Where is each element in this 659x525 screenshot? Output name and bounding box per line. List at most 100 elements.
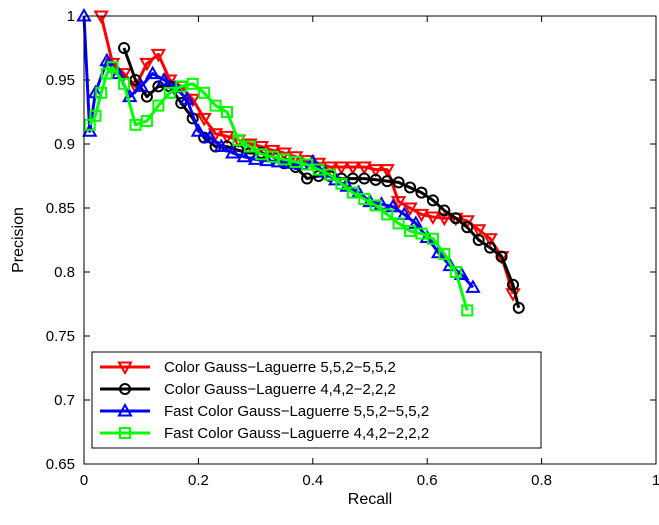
series-3-point (465, 279, 481, 293)
legend-marker (119, 383, 131, 395)
series-1-point (390, 196, 407, 210)
axes-frame (83, 15, 657, 465)
x-tick-label: 0.4 (302, 472, 323, 489)
series-3-point (190, 123, 207, 137)
series-1-point (356, 161, 373, 176)
series-4-point (95, 86, 108, 99)
series-2-point (484, 241, 497, 254)
series-4-point (209, 99, 222, 112)
y-axis-title: Precision (10, 207, 27, 273)
x-axis-title: Recall (348, 491, 392, 508)
series-4-point (255, 148, 268, 161)
series-1-point (93, 10, 109, 25)
x-tick-label: 0.8 (531, 472, 552, 489)
series-1-point (402, 202, 418, 217)
legend-label: Fast Color Gauss−Laguerre 4,4,2−2,2,2 (164, 425, 429, 442)
legend-entry-3: Fast Color Gauss−Laguerre 5,5,2−5,5,2 (100, 402, 429, 420)
series-4-point (289, 155, 302, 168)
series-4-point (140, 114, 153, 127)
x-tick-label: 0.2 (188, 472, 209, 489)
series-4-point (198, 86, 211, 99)
series-2-point (392, 176, 405, 189)
series-2-point (404, 181, 417, 194)
series-2-point (118, 42, 131, 54)
series-1-point (367, 164, 384, 178)
series-2-point (512, 301, 525, 314)
y-tick-label: 1 (67, 8, 75, 25)
series-4-point (461, 304, 474, 317)
series-1-point (196, 112, 212, 127)
y-tick-label: 0.65 (46, 456, 75, 473)
series-3-point (179, 91, 195, 105)
legend-marker (117, 361, 133, 376)
series-4-point (335, 177, 348, 190)
series-4-point (243, 140, 256, 153)
x-tick-label: 1 (652, 472, 659, 489)
series-2-point (495, 250, 508, 263)
series-2-point (301, 172, 314, 185)
y-tick-label: 0.95 (46, 72, 75, 89)
series-1-point (459, 215, 475, 229)
series-4-point (415, 227, 428, 240)
series-4-point (175, 80, 188, 93)
legend: Color Gauss−Laguerre 5,5,2−5,5,2 Color Ga… (91, 351, 542, 449)
series-2-point (426, 194, 439, 207)
series-4-point (221, 106, 233, 118)
plot-area (76, 8, 525, 317)
series-2-point (472, 234, 485, 246)
series-4-point (381, 208, 394, 221)
series-2-point (438, 204, 451, 217)
legend-marker (117, 402, 133, 417)
series-4-point (89, 109, 102, 122)
series-3-point (156, 71, 172, 86)
x-tick-label: 0.6 (417, 472, 438, 489)
axes: 0 0.2 0.4 0.6 0.8 1 0.65 0.7 0.75 0.8 0.85 0.9 0.95 1… (10, 8, 659, 508)
series-4-point (449, 266, 462, 278)
series-4-point (152, 99, 165, 112)
series-4-point (346, 186, 359, 199)
legend-entry-2: Color Gauss−Laguerre 4,4,2−2,2,2 (100, 381, 396, 398)
series-1-point (436, 212, 453, 227)
series-1-point (150, 48, 167, 63)
series-4-point (106, 61, 119, 74)
series-2-point (152, 80, 165, 93)
series-2-point (415, 186, 428, 199)
series-1-point (322, 161, 338, 176)
series-2-point (358, 172, 371, 185)
y-tick-label: 0.75 (46, 328, 75, 345)
y-tick-label: 0.85 (46, 200, 75, 217)
series-group (76, 8, 525, 317)
y-tick-label: 0.8 (54, 264, 75, 281)
y-tick-label: 0.9 (54, 136, 75, 153)
series-4-point (392, 217, 405, 230)
series-3-point (133, 78, 149, 92)
series-2-point (461, 221, 474, 234)
legend-box (91, 351, 542, 449)
series-1-point (219, 130, 235, 145)
series-3-point (202, 129, 218, 144)
series-1-point (425, 211, 441, 225)
series-4-point (232, 134, 245, 147)
legend-entry-1: Color Gauss−Laguerre 5,5,2−5,5,2 (100, 359, 396, 376)
legend-label: Color Gauss−Laguerre 5,5,2−5,5,2 (164, 359, 396, 376)
y-tick-label: 0.7 (54, 392, 75, 409)
series-1-point (470, 224, 487, 238)
x-tick-label: 0 (80, 472, 88, 489)
series-4-point (358, 193, 371, 206)
series-line-1 (99, 15, 515, 295)
series-1-point (413, 208, 430, 223)
series-1-point (379, 164, 395, 178)
series-4-point (278, 153, 291, 166)
series-2-point (507, 278, 519, 291)
series-1-point (253, 141, 270, 155)
series-3-point (213, 138, 230, 153)
series-4-point (426, 232, 439, 245)
legend-label: Fast Color Gauss−Laguerre 5,5,2−5,5,2 (164, 403, 429, 420)
series-4-point (301, 158, 314, 171)
series-2-point (381, 175, 394, 188)
series-1-point (333, 161, 350, 176)
series-4-point (404, 225, 417, 238)
series-4-point (129, 118, 142, 131)
series-4-point (323, 168, 336, 181)
series-4 (83, 61, 474, 317)
